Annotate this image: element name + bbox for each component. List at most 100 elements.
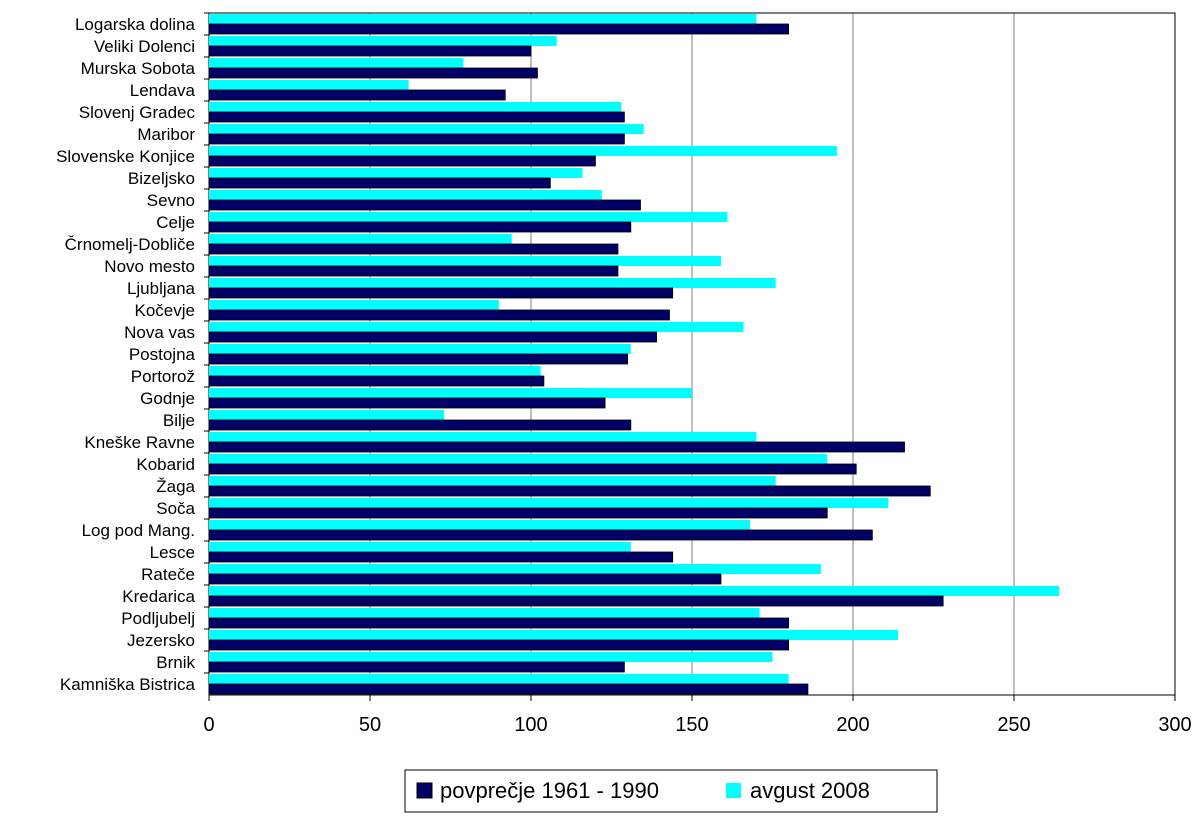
- legend-box: [404, 769, 938, 813]
- bar-avgust-2008: [209, 498, 889, 508]
- bar-povprecje-1961-1990: [208, 265, 619, 277]
- category-label: Slovenske Konjice: [56, 147, 195, 166]
- category-label: Podljubelj: [121, 609, 195, 628]
- bar-avgust-2008: [209, 212, 728, 222]
- bar-povprecje-1961-1990: [208, 331, 657, 343]
- bar-avgust-2008: [209, 58, 464, 68]
- bar-avgust-2008: [209, 652, 773, 662]
- legend: povprečje 1961 - 1990 avgust 2008: [404, 769, 938, 813]
- bars: [208, 14, 1060, 695]
- bar-povprecje-1961-1990: [208, 89, 506, 101]
- category-label: Sevno: [147, 191, 195, 210]
- bar-avgust-2008: [209, 14, 757, 24]
- bar-povprecje-1961-1990: [208, 463, 857, 475]
- bar-avgust-2008: [209, 432, 757, 442]
- category-label: Portorož: [131, 367, 195, 386]
- bar-povprecje-1961-1990: [208, 111, 625, 123]
- bar-avgust-2008: [209, 542, 631, 552]
- bar-avgust-2008: [209, 344, 631, 354]
- bar-povprecje-1961-1990: [208, 683, 809, 695]
- bar-avgust-2008: [209, 36, 557, 46]
- category-label: Nova vas: [124, 323, 195, 342]
- bar-povprecje-1961-1990: [208, 23, 789, 35]
- bar-povprecje-1961-1990: [208, 155, 596, 167]
- bar-povprecje-1961-1990: [208, 573, 722, 585]
- category-labels: Logarska dolina Veliki Dolenci Murska Sobo…: [56, 12, 209, 694]
- x-tick-label: 300: [1158, 714, 1191, 736]
- category-label: Lesce: [150, 543, 195, 562]
- category-label: Brnik: [156, 653, 195, 672]
- bar-povprecje-1961-1990: [208, 661, 625, 673]
- bar-avgust-2008: [209, 366, 541, 376]
- bar-avgust-2008: [209, 388, 692, 398]
- category-label: Logarska dolina: [75, 15, 196, 34]
- bar-avgust-2008: [209, 256, 721, 266]
- category-label: Kredarica: [122, 587, 195, 606]
- bar-avgust-2008: [209, 102, 622, 112]
- legend-label-series-1: povprečje 1961 - 1990: [440, 778, 659, 803]
- category-label: Celje: [156, 213, 195, 232]
- bar-avgust-2008: [209, 674, 789, 684]
- x-tick-label: 150: [675, 714, 708, 736]
- bar-povprecje-1961-1990: [208, 375, 545, 387]
- bar-avgust-2008: [209, 168, 583, 178]
- x-tick-label: 200: [836, 714, 869, 736]
- bar-avgust-2008: [209, 564, 821, 574]
- category-label: Rateče: [141, 565, 195, 584]
- category-label: Postojna: [129, 345, 196, 364]
- x-tick-labels: 0 50 100 150 200 250 300: [203, 695, 1192, 736]
- x-tick-label: 0: [203, 714, 214, 736]
- bar-povprecje-1961-1990: [208, 243, 619, 255]
- bar-povprecje-1961-1990: [208, 595, 944, 607]
- bar-avgust-2008: [209, 234, 512, 244]
- bar-avgust-2008: [209, 322, 744, 332]
- bar-avgust-2008: [209, 454, 828, 464]
- category-label: Jezersko: [127, 631, 195, 650]
- category-label: Kobarid: [136, 455, 195, 474]
- bar-povprecje-1961-1990: [208, 67, 538, 79]
- bar-povprecje-1961-1990: [208, 639, 789, 651]
- legend-label-series-2: avgust 2008: [750, 778, 870, 803]
- x-tick-label: 250: [997, 714, 1030, 736]
- bar-avgust-2008: [209, 278, 776, 288]
- bar-povprecje-1961-1990: [208, 419, 632, 431]
- bar-povprecje-1961-1990: [208, 177, 551, 189]
- bar-avgust-2008: [209, 630, 899, 640]
- category-label: Murska Sobota: [81, 59, 196, 78]
- category-label: Godnje: [140, 389, 195, 408]
- bar-povprecje-1961-1990: [208, 287, 674, 299]
- bar-avgust-2008: [209, 608, 760, 618]
- bar-avgust-2008: [209, 80, 409, 90]
- category-label: Soča: [156, 499, 195, 518]
- category-label: Novo mesto: [104, 257, 195, 276]
- bar-avgust-2008: [209, 586, 1060, 596]
- bar-avgust-2008: [209, 124, 644, 134]
- legend-swatch-series-2: [726, 783, 741, 798]
- bar-povprecje-1961-1990: [208, 617, 789, 629]
- category-label: Kamniška Bistrica: [60, 675, 196, 694]
- category-label: Črnomelj-Dobliče: [65, 235, 195, 254]
- x-tick-label: 50: [359, 714, 381, 736]
- category-label: Log pod Mang.: [82, 521, 195, 540]
- bar-avgust-2008: [209, 520, 750, 530]
- bar-avgust-2008: [209, 476, 776, 486]
- x-tick-label: 100: [514, 714, 547, 736]
- category-label: Ljubljana: [127, 279, 196, 298]
- bar-povprecje-1961-1990: [208, 221, 632, 233]
- bar-povprecje-1961-1990: [208, 551, 674, 563]
- bar-povprecje-1961-1990: [208, 309, 670, 321]
- category-label: Maribor: [137, 125, 195, 144]
- bar-povprecje-1961-1990: [208, 529, 873, 541]
- bar-povprecje-1961-1990: [208, 45, 532, 57]
- category-label: Kneške Ravne: [84, 433, 195, 452]
- category-label: Slovenj Gradec: [79, 103, 196, 122]
- bar-povprecje-1961-1990: [208, 353, 629, 365]
- bar-povprecje-1961-1990: [208, 133, 625, 145]
- legend-swatch-series-1: [416, 782, 433, 799]
- category-label: Lendava: [130, 81, 196, 100]
- category-label: Žaga: [156, 477, 195, 496]
- category-label: Bilje: [163, 411, 195, 430]
- bar-avgust-2008: [209, 190, 602, 200]
- bar-povprecje-1961-1990: [208, 199, 641, 211]
